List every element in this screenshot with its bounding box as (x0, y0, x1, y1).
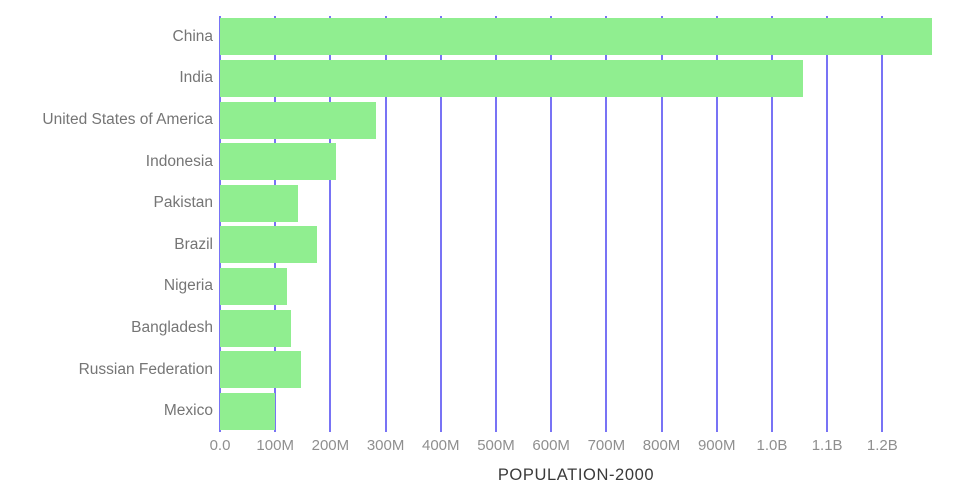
x-tick-label-0-0: 0.0 (209, 437, 231, 454)
x-tick-label-900m: 900M (697, 437, 736, 454)
bar-brazil[interactable] (220, 226, 317, 264)
category-label-brazil: Brazil (174, 235, 213, 253)
chart-title: POPULATION-2000 (497, 466, 655, 484)
bar-united-states-of-america[interactable] (220, 101, 376, 139)
bar-bangladesh[interactable] (220, 309, 291, 347)
x-tick-label-800m: 800M (642, 437, 681, 454)
category-label-bangladesh: Bangladesh (131, 319, 213, 336)
category-label-indonesia: Indonesia (145, 152, 213, 170)
category-label-united-states-of-america: United States of America (42, 111, 213, 128)
category-label-nigeria: Nigeria (163, 277, 213, 295)
x-tick-label-500m: 500M (477, 437, 515, 454)
gridline-0-0 (219, 16, 221, 432)
x-tick-label-700m: 700M (587, 437, 626, 454)
category-label-mexico: Mexico (163, 402, 213, 420)
bar-pakistan[interactable] (220, 184, 299, 222)
bar-indonesia[interactable] (220, 143, 337, 181)
bar-china[interactable] (220, 18, 932, 56)
gridline-1-2b (881, 16, 884, 432)
gridline-800m (660, 16, 663, 432)
bar-india[interactable] (220, 59, 803, 97)
x-tick-label-1-0b: 1.0B (756, 437, 788, 454)
gridline-900m (715, 16, 718, 432)
category-label-pakistan: Pakistan (153, 194, 213, 212)
gridline-700m (605, 16, 608, 432)
category-label-russian-federation: Russian Federation (78, 360, 213, 378)
x-tick-label-200m: 200M (311, 437, 350, 454)
x-tick-label-600m: 600M (532, 437, 570, 454)
gridline-1-0b (770, 16, 773, 432)
gridline-1-1b (826, 16, 829, 432)
x-tick-label-400m: 400M (422, 437, 460, 454)
gridline-600m (550, 16, 553, 432)
x-tick-label-300m: 300M (366, 437, 405, 454)
x-tick-label-100m: 100M (256, 437, 294, 454)
bar-mexico[interactable] (220, 392, 275, 430)
category-label-china: China (172, 27, 214, 45)
gridline-300m (384, 16, 387, 432)
bar-nigeria[interactable] (220, 267, 288, 305)
category-label-india: India (179, 69, 213, 87)
gridline-100m (274, 16, 277, 432)
bar-russian-federation[interactable] (220, 351, 302, 389)
gridline-200m (329, 16, 332, 432)
x-tick-label-1-2b: 1.2B (866, 437, 898, 454)
gridline-500m (494, 16, 497, 432)
x-tick-label-1-1b: 1.1B (811, 437, 843, 454)
gridline-400m (439, 16, 442, 432)
